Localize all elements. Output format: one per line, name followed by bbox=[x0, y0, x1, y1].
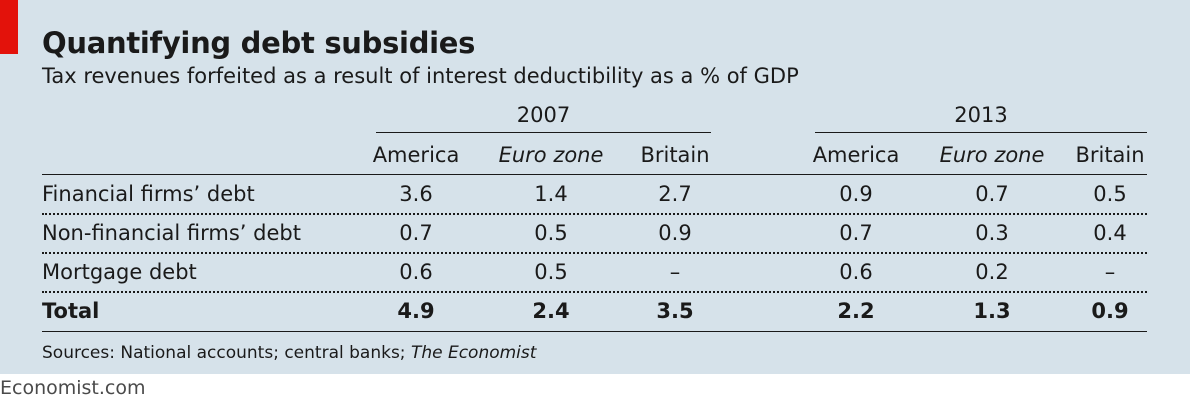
table-cell: 0.6 bbox=[399, 260, 433, 284]
table-cell: 0.7 bbox=[399, 221, 433, 245]
table-cell: 3.5 bbox=[656, 299, 694, 323]
year-underline-2007 bbox=[376, 132, 711, 133]
table-rule bbox=[42, 213, 1147, 215]
table-rule bbox=[42, 174, 1147, 175]
table-cell: 0.9 bbox=[658, 221, 692, 245]
table-rule bbox=[42, 291, 1147, 293]
chart-panel: Quantifying debt subsidies Tax revenues … bbox=[0, 0, 1190, 374]
year-header-2007: 2007 bbox=[516, 103, 571, 127]
source-note: Sources: National accounts; central bank… bbox=[42, 343, 536, 363]
source-text: Sources: National accounts; central bank… bbox=[42, 343, 411, 363]
table-cell: 0.9 bbox=[1091, 299, 1129, 323]
table-cell: 0.7 bbox=[975, 182, 1009, 206]
table-cell: 2.2 bbox=[837, 299, 875, 323]
table-rule bbox=[42, 252, 1147, 254]
table-cell: 0.2 bbox=[975, 260, 1009, 284]
column-header-america-2013: America bbox=[812, 143, 900, 167]
table-cell: 0.7 bbox=[839, 221, 873, 245]
column-header-britain-2013: Britain bbox=[1075, 143, 1145, 167]
table-cell: 0.6 bbox=[839, 260, 873, 284]
table-cell: 4.9 bbox=[397, 299, 435, 323]
table-cell: 3.6 bbox=[399, 182, 433, 206]
row-label: Total bbox=[42, 299, 100, 323]
table-cell: 2.4 bbox=[532, 299, 570, 323]
table-rule bbox=[42, 331, 1147, 332]
table-cell: 1.3 bbox=[973, 299, 1011, 323]
row-label: Mortgage debt bbox=[42, 260, 197, 284]
chart-title: Quantifying debt subsidies bbox=[42, 26, 476, 60]
table-cell: 2.7 bbox=[658, 182, 692, 206]
row-label: Financial firms’ debt bbox=[42, 182, 255, 206]
column-header-america-2007: America bbox=[372, 143, 460, 167]
table-cell: – bbox=[669, 260, 681, 284]
chart-subtitle: Tax revenues forfeited as a result of in… bbox=[42, 64, 799, 88]
table-cell: 0.5 bbox=[534, 221, 568, 245]
column-header-euro-zone-2007: Euro zone bbox=[498, 143, 604, 167]
year-underline-2013 bbox=[815, 132, 1147, 133]
source-publication: The Economist bbox=[410, 343, 537, 363]
year-header-2013: 2013 bbox=[954, 103, 1008, 127]
brand-tag bbox=[0, 0, 18, 54]
table-cell: 0.3 bbox=[975, 221, 1009, 245]
row-label: Non-financial firms’ debt bbox=[42, 221, 301, 245]
footer-brand: Economist.com bbox=[0, 377, 146, 399]
column-header-britain-2007: Britain bbox=[640, 143, 710, 167]
table-cell: 0.9 bbox=[839, 182, 873, 206]
table-cell: 0.5 bbox=[1093, 182, 1127, 206]
table-cell: 1.4 bbox=[534, 182, 568, 206]
column-header-euro-zone-2013: Euro zone bbox=[939, 143, 1045, 167]
table-cell: 0.5 bbox=[534, 260, 568, 284]
table-cell: 0.4 bbox=[1093, 221, 1127, 245]
table-cell: – bbox=[1104, 260, 1116, 284]
